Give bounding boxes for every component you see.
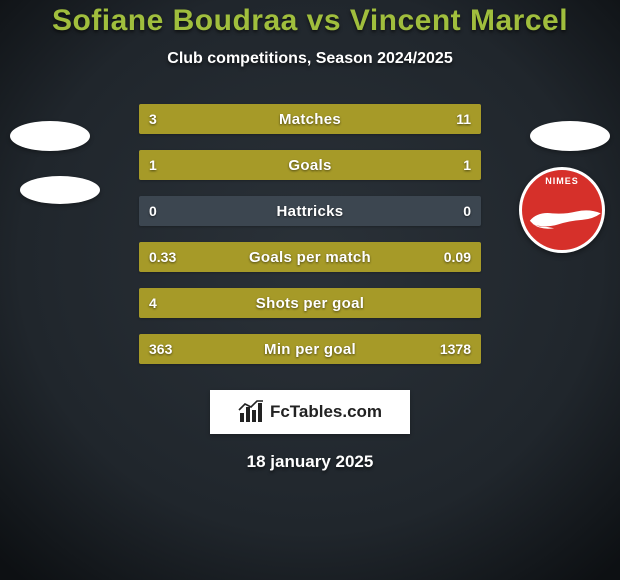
stat-row: 00Hattricks [139, 196, 481, 226]
stat-label: Min per goal [139, 334, 481, 364]
watermark-text: FcTables.com [270, 402, 382, 422]
stat-row: 311Matches [139, 104, 481, 134]
snapshot-date: 18 january 2025 [247, 452, 374, 472]
stat-row: 11Goals [139, 150, 481, 180]
club-logo-right-primary [530, 96, 610, 176]
club-placeholder-icon [530, 121, 610, 151]
nimes-badge-text: NIMES [522, 176, 602, 186]
bar-chart-icon [238, 399, 264, 425]
vs-separator: vs [298, 4, 350, 37]
club-placeholder-icon [10, 121, 90, 151]
crocodile-icon [528, 204, 603, 232]
nimes-olympique-badge-icon: NIMES [519, 167, 605, 253]
comparison-title: Sofiane Boudraa vs Vincent Marcel [52, 4, 568, 38]
stat-row: 3631378Min per goal [139, 334, 481, 364]
stat-label: Goals per match [139, 242, 481, 272]
stat-label: Matches [139, 104, 481, 134]
stat-label: Hattricks [139, 196, 481, 226]
stat-label: Shots per goal [139, 288, 481, 318]
stat-row: 0.330.09Goals per match [139, 242, 481, 272]
watermark: FcTables.com [210, 390, 410, 434]
club-logo-left-secondary [20, 150, 100, 230]
player-right-name: Vincent Marcel [350, 4, 568, 37]
stat-row: 4Shots per goal [139, 288, 481, 318]
comparison-area: NIMES 311Matches 11Goals 00Hattricks 0.330.… [0, 104, 620, 364]
player-left-name: Sofiane Boudraa [52, 4, 298, 37]
stat-label: Goals [139, 150, 481, 180]
club-logo-right-secondary: NIMES [518, 166, 606, 254]
stat-bars: 311Matches 11Goals 00Hattricks 0.330.09Goal… [139, 104, 481, 364]
season-subtitle: Club competitions, Season 2024/2025 [167, 50, 452, 68]
club-placeholder-icon [20, 176, 100, 204]
